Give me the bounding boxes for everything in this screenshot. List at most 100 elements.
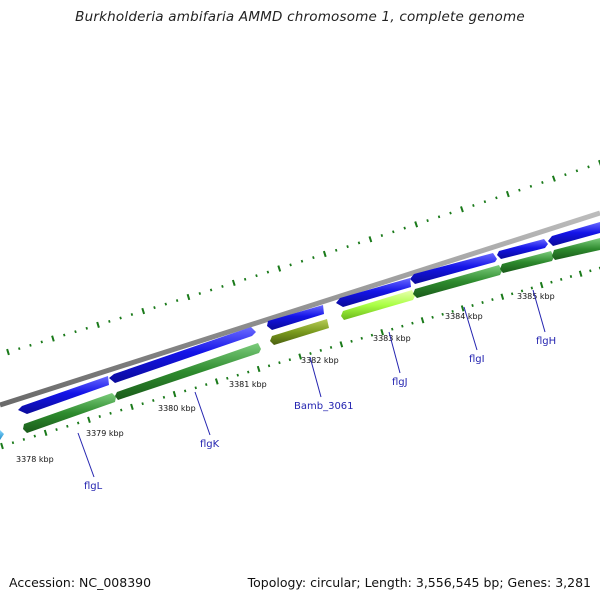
scale-tick [322,250,327,258]
feature-flgK-reverse[interactable] [115,343,261,400]
position-label: 3382 kbp [301,356,339,365]
scale-tick [471,304,474,307]
gene-label-flgK[interactable]: flgK [200,439,220,450]
scale-tick [76,421,80,425]
scale-tick [87,416,91,423]
scale-tick [109,411,112,415]
scale-tick [312,256,315,260]
feature-flgI-reverse[interactable] [413,265,502,298]
gene-labels: flgL flgK Bamb_3061 flgJ flgI flgH [84,336,556,492]
position-label: 3383 kbp [373,334,411,343]
position-label: 3379 kbp [86,429,124,438]
scale-tick [370,333,374,337]
feature-flgL-forward[interactable] [18,376,109,414]
scale-tick [564,173,567,177]
scale-tick [491,298,494,302]
scale-tick [277,265,282,272]
scale-tick [153,306,156,310]
scale-tick [391,327,394,331]
scale-tick [339,341,344,348]
scale-tick [578,270,583,277]
scale-tick [437,215,441,219]
feature-Bamb_3061[interactable] [270,319,329,345]
scale-tick [319,348,323,352]
scale-tick [483,200,487,204]
scale-tick [441,312,444,316]
scale-tick [350,339,353,343]
scale-tick [569,275,573,278]
scale-tick [256,365,261,373]
scale-tick [11,441,15,445]
scale-tick [451,309,454,313]
scale-tick [334,248,338,252]
scale-tick [119,316,122,320]
scale-tick [551,175,556,182]
feature-flgH-forward[interactable] [497,239,548,259]
outer-tick-ring [6,159,600,356]
feature-flgK-forward[interactable] [109,327,256,383]
feature-partial-left[interactable] [0,430,4,440]
scale-tick [411,321,414,325]
scale-tick [152,399,155,402]
reverse-strand-features [0,238,600,440]
scale-tick [289,263,292,267]
leader-flgL [77,432,95,478]
map-title: Burkholderia ambifaria AMMD chromosome 1… [75,9,525,25]
scale-tick [300,259,304,263]
scale-tick [198,292,202,295]
scale-tick [183,389,187,393]
gene-label-flgL[interactable]: flgL [84,481,103,492]
position-label: 3384 kbp [445,312,483,321]
scale-tick [74,330,77,334]
accession-text: Accession: NC_008390 [9,575,152,590]
leader-Bamb_3061 [309,356,322,398]
feature-next-reverse[interactable] [552,238,600,260]
scale-tick [66,424,69,428]
scale-tick [226,376,229,380]
scale-tick [175,299,179,303]
scale-tick [420,317,425,324]
gene-label-Bamb_3061[interactable]: Bamb_3061 [294,401,354,412]
feature-flgL-reverse[interactable] [23,393,116,433]
gene-label-flgI[interactable]: flgI [469,354,485,365]
feature-next-forward[interactable] [548,222,600,246]
gene-label-leaders [77,289,546,478]
scale-tick [255,274,258,278]
scale-tick [460,206,464,213]
scale-tick [495,196,498,200]
scale-tick [368,236,373,243]
feature-flgJ-reverse[interactable] [341,290,415,320]
scale-tick [63,333,66,337]
scale-tick [587,165,590,169]
scale-tick [85,326,88,330]
scale-tick [141,307,146,315]
scale-tick [164,302,168,306]
gene-label-flgJ[interactable]: flgJ [392,377,408,388]
scale-tick [380,234,384,237]
leader-flgI [463,306,478,351]
feature-flgJ-upstream-forward[interactable] [267,305,324,330]
scale-tick [243,277,247,281]
leader-flgH [532,289,546,333]
scale-tick [298,353,302,360]
scale-tick [431,315,434,319]
position-label: 3380 kbp [158,404,196,413]
scale-tick [505,190,510,198]
scale-tick [472,204,475,207]
scale-tick [0,442,4,450]
scale-tick [266,270,270,274]
scale-tick [360,336,363,340]
leader-flgJ [388,331,401,374]
scale-tick [309,352,312,355]
scale-tick [130,313,134,316]
feature-flgH-reverse[interactable] [500,251,554,273]
scale-tick [29,343,32,347]
scale-tick [141,402,144,406]
scale-tick [247,370,250,374]
feature-flgJ-forward[interactable] [336,278,411,307]
scale-tick [221,284,224,288]
scale-tick [33,434,37,438]
gene-label-flgH[interactable]: flgH [536,336,556,347]
feature-flgI-forward[interactable] [410,253,497,284]
